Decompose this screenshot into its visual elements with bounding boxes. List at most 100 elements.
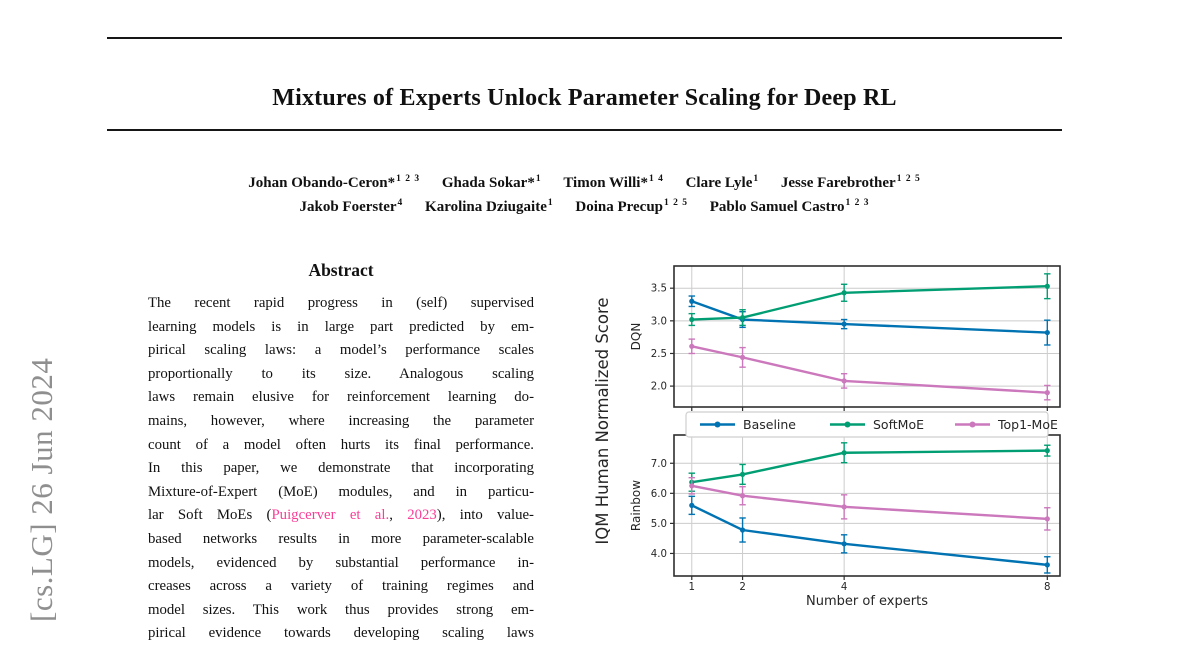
author-line-1: Johan Obando-Ceron*1 2 3 Ghada Sokar*1 T… (87, 167, 1082, 191)
y-tick-label: 6.0 (651, 489, 667, 500)
author-affiliation-sup: 4 (397, 198, 404, 208)
data-point (841, 450, 847, 456)
author-name: Clare Lyle1 (685, 174, 760, 191)
abstract-text: ), into value- based networks results in… (148, 507, 534, 642)
data-point (1044, 448, 1050, 454)
author-affiliation-sup: 1 2 3 (845, 198, 870, 208)
author-name: Pablo Samuel Castro1 2 3 (709, 198, 870, 215)
panel-ylabel: Rainbow (629, 480, 643, 531)
series-top1-moe (688, 476, 1051, 531)
legend-marker (969, 421, 976, 428)
data-point (841, 290, 847, 296)
author-text: Doina Precup (575, 199, 664, 215)
author-name: Doina Precup1 2 5 (575, 198, 689, 215)
data-point (739, 471, 746, 477)
author-name: Jakob Foerster4 (299, 198, 404, 215)
data-point (1044, 562, 1050, 568)
author-affiliation-sup: 1 (535, 174, 542, 184)
author-name: Karolina Dziugaite1 (425, 198, 554, 215)
author-text: Pablo Samuel Castro (709, 199, 845, 215)
data-point (841, 321, 847, 327)
panel-dqn: 2.0 2.5 3.0 3.5 DQN (629, 265, 1061, 411)
author-text: Ghada Sokar* (441, 175, 535, 191)
series-softmoe (688, 273, 1051, 327)
legend-label: Baseline (743, 417, 796, 432)
data-point (1044, 516, 1050, 522)
y-tick-label: 3.5 (651, 284, 667, 295)
panel-rainbow: 4.0 5.0 6.0 7.0 1 2 4 8 Rainbow Number of experts (629, 434, 1061, 609)
legend: Baseline SoftMoE Top1-MoE (685, 411, 1058, 438)
y-tick-label: 4.0 (651, 549, 667, 560)
legend-box (685, 411, 1049, 438)
plot-frame (673, 434, 1061, 577)
y-tick-label: 2.0 (651, 382, 667, 393)
data-point (739, 493, 746, 499)
author-affiliation-sup: 1 2 3 (396, 174, 421, 184)
series-line (690, 285, 1049, 321)
series-line (690, 345, 1049, 394)
data-point (689, 316, 695, 323)
legend-label: SoftMoE (873, 417, 924, 432)
results-figure: 2.0 2.5 3.0 3.5 DQN 4.0 5.0 6.0 7.0 1 2 4 8 Rainbow Nu… (588, 252, 1192, 642)
abstract-text: The recent rapid progress in (self) supe… (148, 295, 534, 524)
data-point (739, 354, 746, 360)
citation-link-authors[interactable]: Puigcerver et al. (271, 507, 390, 524)
author-text: Jakob Foerster (299, 199, 397, 215)
legend-label: Top1-MoE (997, 417, 1058, 432)
y-tick-label: 3.0 (651, 316, 667, 327)
author-text: Karolina Dziugaite (425, 199, 547, 215)
citation-separator: , (389, 507, 408, 524)
x-axis-label: Number of experts (806, 594, 928, 609)
author-affiliation-sup: 1 (753, 174, 760, 184)
legend-marker (844, 421, 851, 428)
author-affiliation-sup: 1 2 5 (896, 174, 921, 184)
data-point (841, 541, 847, 547)
y-tick-label: 7.0 (651, 459, 667, 470)
data-point (689, 343, 695, 349)
series-line (690, 504, 1049, 567)
x-tick-label: 8 (1044, 582, 1050, 593)
series-top1-moe (688, 338, 1051, 401)
shared-y-axis-label: IQM Human Normalized Score (593, 297, 612, 544)
series-baseline (688, 495, 1051, 574)
series-baseline (688, 295, 1051, 346)
author-text: Clare Lyle (685, 175, 753, 191)
series-softmoe (688, 442, 1051, 492)
legend-entry-softmoe: SoftMoE (830, 417, 924, 432)
legend-entry-baseline: Baseline (700, 417, 796, 432)
arxiv-stamp: [cs.LG] 26 Jun 2024 (24, 357, 59, 622)
author-affiliation-sup: 1 2 5 (664, 198, 689, 208)
legend-marker (714, 421, 721, 428)
abstract-heading: Abstract (308, 260, 374, 280)
x-tick-label: 2 (739, 582, 745, 593)
legend-entry-top1-moe: Top1-MoE (955, 417, 1058, 432)
data-point (1044, 390, 1050, 396)
data-point (689, 483, 695, 489)
data-point (1044, 329, 1050, 336)
data-point (739, 314, 746, 321)
author-name: Johan Obando-Ceron*1 2 3 (248, 174, 421, 191)
x-tick-label: 1 (689, 582, 695, 593)
author-text: Jesse Farebrother (780, 175, 896, 191)
figure-svg: 2.0 2.5 3.0 3.5 DQN 4.0 5.0 6.0 7.0 1 2 4 8 Rainbow Nu… (593, 265, 1061, 609)
abstract-body: The recent rapid progress in (self) supe… (148, 292, 534, 646)
title-bottom-rule (107, 129, 1062, 131)
y-tick-label: 2.5 (651, 349, 667, 360)
author-text: Johan Obando-Ceron* (248, 175, 396, 191)
author-name: Ghada Sokar*1 (441, 174, 542, 191)
data-point (841, 378, 847, 384)
page-title: Mixtures of Experts Unlock Parameter Sca… (272, 85, 897, 112)
data-point (841, 504, 847, 510)
top-rule (107, 37, 1062, 39)
data-point (689, 298, 695, 304)
author-text: Timon Willi* (563, 175, 648, 191)
citation-link-year[interactable]: 2023 (407, 507, 437, 524)
author-line-2: Jakob Foerster4 Karolina Dziugaite1 Doin… (87, 191, 1082, 215)
series-line (690, 449, 1049, 484)
data-point (739, 527, 746, 533)
author-affiliation-sup: 1 (547, 198, 554, 208)
data-point (1044, 283, 1050, 289)
author-name: Jesse Farebrother1 2 5 (780, 174, 921, 191)
series-line (690, 300, 1049, 334)
